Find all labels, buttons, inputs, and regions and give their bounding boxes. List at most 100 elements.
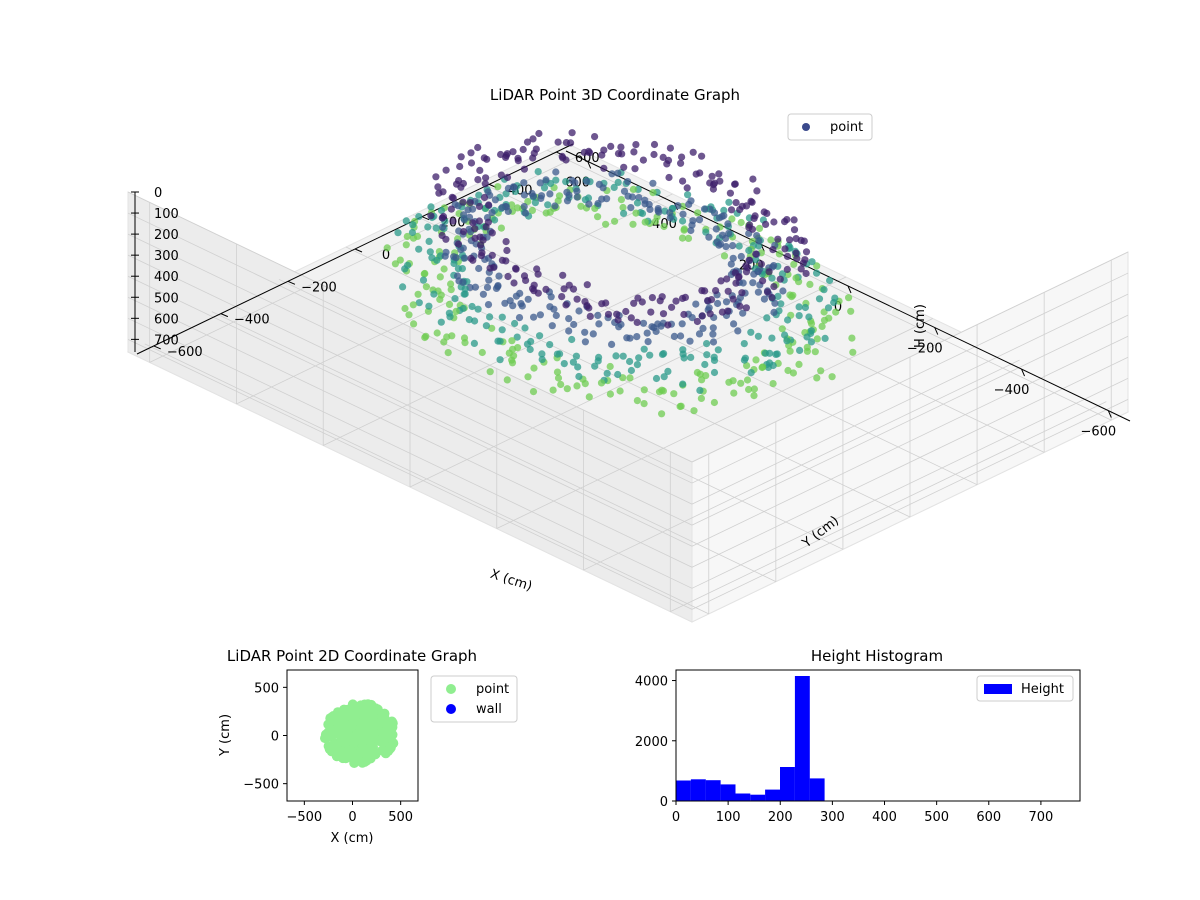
data-point-3d	[808, 258, 816, 266]
data-point-3d	[795, 360, 803, 368]
data-point-3d	[660, 373, 668, 381]
grid-wall-h	[691, 272, 1129, 484]
data-point-3d	[444, 349, 452, 357]
data-point-3d	[771, 299, 779, 307]
data-point-3d	[774, 292, 782, 300]
data-point-3d	[482, 223, 490, 231]
data-point-2d	[328, 711, 339, 721]
data-point-3d	[620, 163, 628, 171]
data-point-3d	[569, 358, 578, 366]
tick-y	[421, 216, 430, 221]
data-point-3d	[720, 252, 729, 260]
data-point-3d	[440, 338, 448, 346]
3d-axes: −600−400−2000200400600−600−400−200020040…	[131, 143, 1131, 440]
data-point-3d	[573, 382, 581, 390]
data-point-3d	[438, 231, 446, 240]
tick-label-h: 200	[154, 228, 179, 243]
hist-bar	[676, 780, 691, 801]
data-point-3d	[536, 311, 545, 319]
data-point-3d	[526, 345, 534, 354]
data-point-3d	[646, 351, 654, 359]
data-point-3d	[759, 277, 767, 285]
data-point-3d	[451, 295, 459, 303]
data-point-3d	[427, 212, 435, 220]
data-point-3d	[574, 363, 582, 371]
data-point-3d	[722, 298, 731, 306]
grid-floor-y	[144, 343, 709, 615]
data-point-3d	[494, 337, 502, 345]
data-point-2d	[379, 708, 390, 719]
data-point-3d	[512, 292, 521, 300]
data-point-3d	[731, 269, 739, 277]
data-point-3d	[503, 173, 512, 181]
data-point-3d	[552, 176, 560, 184]
data-point-3d	[723, 275, 731, 283]
data-point-3d	[718, 308, 727, 316]
legend-label-height: Height	[1021, 682, 1064, 697]
data-point-3d	[469, 219, 477, 227]
data-point-3d	[679, 380, 687, 388]
data-point-2d	[331, 725, 342, 736]
data-point-3d	[546, 341, 554, 349]
data-point-3d	[632, 209, 640, 217]
chart-2d-title: LiDAR Point 2D Coordinate Graph	[227, 647, 477, 665]
data-point-3d	[679, 210, 687, 218]
data-point-3d	[409, 221, 417, 229]
data-point-3d	[502, 190, 510, 198]
data-point-3d	[497, 150, 505, 159]
data-point-3d	[768, 274, 776, 282]
hist-bar	[765, 789, 780, 801]
data-point-3d	[480, 154, 488, 162]
data-point-3d	[488, 229, 496, 237]
tick-label-h: 100	[154, 207, 179, 222]
data-point-2d	[332, 744, 343, 755]
chart-3d-zlabel: H (cm)	[913, 304, 928, 348]
data-point-3d	[630, 299, 638, 307]
data-point-3d	[648, 323, 656, 331]
data-point-3d	[570, 320, 578, 329]
tick-label-y: 2000	[635, 735, 668, 750]
data-point-3d	[641, 218, 649, 226]
data-point-3d	[633, 397, 642, 405]
data-point-3d	[460, 211, 468, 219]
data-point-3d	[594, 213, 602, 221]
data-point-3d	[760, 208, 768, 216]
data-point-3d	[813, 262, 821, 270]
data-point-3d	[425, 237, 433, 245]
data-point-3d	[729, 242, 737, 250]
data-point-2d	[324, 741, 335, 752]
data-point-3d	[783, 252, 792, 260]
legend-label-point: point	[830, 120, 863, 135]
data-point-3d	[577, 202, 585, 210]
data-point-3d	[803, 333, 811, 341]
data-point-3d	[614, 150, 623, 158]
chart-3d-legend: point	[787, 113, 873, 141]
data-point-3d	[607, 142, 615, 150]
tick-x	[847, 285, 852, 294]
data-point-3d	[485, 201, 493, 209]
data-point-3d	[770, 308, 778, 316]
data-point-3d	[552, 168, 560, 176]
data-point-3d	[659, 153, 667, 161]
data-point-3d	[670, 390, 678, 398]
data-point-3d	[491, 216, 499, 224]
hist-bar	[750, 794, 766, 801]
data-point-3d	[504, 184, 512, 192]
data-point-2d	[378, 736, 389, 747]
data-point-3d	[562, 301, 570, 309]
data-point-3d	[554, 197, 562, 205]
data-point-3d	[747, 197, 755, 205]
data-point-3d	[749, 279, 757, 287]
data-point-3d	[652, 374, 661, 383]
data-point-3d	[503, 246, 511, 255]
data-point-3d	[724, 220, 732, 228]
data-point-3d	[528, 206, 537, 214]
data-point-3d	[513, 333, 521, 341]
data-point-3d	[470, 339, 478, 347]
data-point-3d	[698, 152, 706, 160]
data-point-3d	[459, 198, 467, 206]
data-point-3d	[546, 303, 554, 311]
data-point-3d	[563, 197, 572, 205]
data-point-3d	[606, 362, 614, 371]
data-point-3d	[401, 304, 409, 313]
